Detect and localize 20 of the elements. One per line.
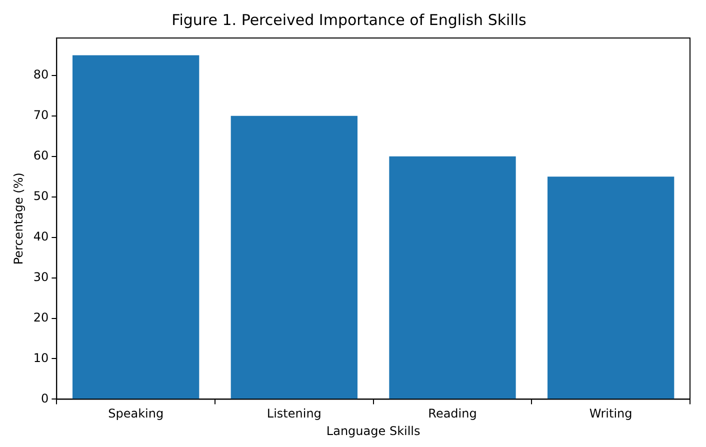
x-axis-title: Language Skills — [326, 424, 420, 438]
bar — [389, 156, 516, 399]
bar — [230, 116, 358, 399]
y-tick-label: 60 — [33, 148, 49, 162]
y-axis-title: Percentage (%) — [11, 172, 26, 265]
y-tick-label: 80 — [33, 68, 49, 82]
y-tick-label: 20 — [33, 310, 49, 324]
y-tick-label: 40 — [33, 229, 49, 244]
x-tick-label: Speaking — [108, 406, 164, 421]
bar — [72, 55, 200, 399]
y-tick-label: 0 — [41, 391, 49, 406]
x-tick-label: Writing — [589, 406, 632, 421]
y-tick-label: 30 — [33, 270, 49, 284]
x-tick-label: Reading — [428, 406, 477, 421]
chart-title: Figure 1. Perceived Importance of English Skills — [172, 10, 527, 29]
y-tick-label: 70 — [33, 108, 49, 122]
bar — [548, 176, 674, 399]
y-tick-label: 50 — [33, 188, 49, 203]
x-tick-label: Listening — [266, 406, 322, 421]
y-tick-label: 10 — [33, 350, 49, 365]
